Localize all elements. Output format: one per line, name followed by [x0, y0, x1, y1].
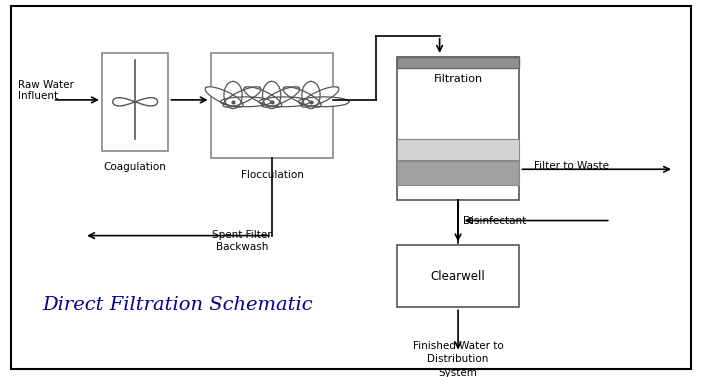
Polygon shape — [262, 87, 300, 107]
Text: Finished Water to
Distribution
System: Finished Water to Distribution System — [413, 341, 503, 377]
Text: Filtration: Filtration — [434, 74, 482, 84]
Text: Direct Filtration Schematic: Direct Filtration Schematic — [42, 296, 313, 314]
Bar — [397, 245, 519, 307]
Bar — [397, 57, 519, 68]
Text: Coagulation: Coagulation — [104, 162, 166, 172]
Text: Flocculation: Flocculation — [241, 170, 303, 180]
Polygon shape — [224, 81, 242, 109]
Polygon shape — [205, 87, 243, 107]
Text: Clearwell: Clearwell — [431, 270, 485, 283]
Text: Raw Water
Influent: Raw Water Influent — [18, 80, 74, 101]
Polygon shape — [283, 87, 321, 107]
Bar — [397, 139, 519, 160]
Text: Filter to Waste: Filter to Waste — [534, 161, 609, 171]
Polygon shape — [298, 97, 349, 107]
Polygon shape — [302, 81, 320, 109]
Bar — [397, 161, 519, 185]
Polygon shape — [223, 87, 261, 107]
Bar — [397, 57, 519, 200]
Text: Disinfectant: Disinfectant — [463, 216, 526, 225]
Bar — [102, 53, 168, 151]
Polygon shape — [263, 81, 281, 109]
Polygon shape — [244, 87, 282, 107]
Polygon shape — [259, 97, 310, 107]
Polygon shape — [301, 87, 339, 107]
Text: Spent Filter
Backwash: Spent Filter Backwash — [213, 230, 272, 251]
Bar — [211, 53, 333, 158]
Polygon shape — [220, 97, 271, 107]
